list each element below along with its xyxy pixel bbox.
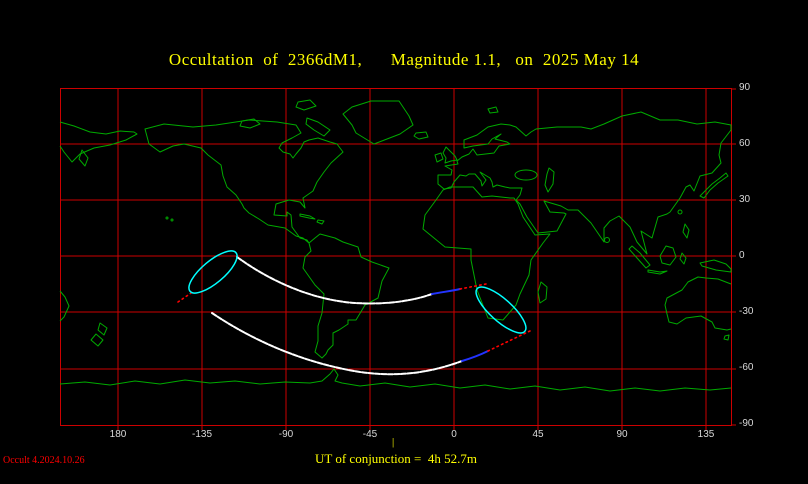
coastline-africa	[422, 186, 551, 321]
meridian-lines	[117, 88, 707, 426]
black-sea	[514, 169, 538, 181]
coastline-baffin-island	[305, 117, 331, 137]
path-south-dotted	[487, 329, 533, 352]
coastline-sumatra	[628, 245, 651, 269]
right-tick-marks	[732, 88, 736, 426]
coastline-ellesmere-island	[295, 99, 317, 111]
coastline-japan	[699, 172, 729, 199]
coastline-hawaii-1	[165, 216, 169, 220]
coastline-antarctica	[59, 368, 732, 392]
coastline-sri-lanka	[604, 237, 610, 243]
coastline-cuba	[299, 213, 316, 220]
coastline-new-guinea	[699, 259, 732, 273]
coastline-victoria-island	[239, 118, 261, 129]
path-south-twilight	[461, 350, 489, 362]
page-title: Occultation of 2366dM1, Magnitude 1.1, o…	[168, 50, 640, 69]
lat-label--60: -60	[739, 362, 754, 373]
conjunction-time-text: UT of conjunction = 4h 52.7m	[315, 451, 477, 466]
coastline-south-america	[302, 233, 390, 359]
coastline-australia-east-sliver	[59, 290, 70, 322]
lat-label-90: 90	[739, 82, 751, 93]
path-north-limit	[236, 256, 433, 305]
coastline-iceland	[413, 131, 429, 140]
lon-label-45: 45	[532, 429, 544, 440]
set-ellipse-east	[475, 286, 527, 334]
coastline-svalbard	[487, 106, 499, 114]
lat-label-60: 60	[739, 138, 751, 149]
bottom-tick-marks	[117, 426, 707, 430]
lat-label--90: -90	[739, 418, 754, 429]
lon-label-90: 90	[616, 429, 628, 440]
coastline-new-zealand-south	[90, 333, 104, 347]
coastline-ireland	[434, 152, 444, 163]
coastline-madagascar	[537, 281, 548, 304]
coastline-new-zealand-north	[97, 322, 108, 336]
coastline-hawaii-2	[170, 218, 174, 222]
coastline-kamchatka	[78, 149, 89, 167]
map-border	[60, 88, 732, 426]
path-segments-blue	[431, 288, 489, 362]
lon-label--45: -45	[362, 429, 378, 440]
coastline-north-america	[144, 119, 344, 244]
lon-label-135: 135	[697, 429, 715, 440]
lat-label-0: 0	[739, 250, 745, 261]
path-south-limit	[211, 312, 463, 376]
grid-lines	[60, 88, 736, 430]
path-north-twilight	[431, 288, 461, 295]
coastline-taiwan	[677, 209, 683, 215]
coastlines-layer	[59, 99, 732, 392]
coastline-tasmania	[723, 334, 730, 341]
coastline-greenland	[342, 100, 414, 145]
lat-label--30: -30	[739, 306, 754, 317]
conjunction-tick-mark: |	[392, 436, 395, 448]
coastline-hispaniola	[316, 219, 325, 225]
world-map[interactable]	[59, 88, 736, 430]
coastline-borneo	[659, 245, 677, 266]
lat-label-30: 30	[739, 194, 751, 205]
caspian-sea	[544, 167, 555, 193]
software-version-text: Occult 4.2024.10.26	[3, 455, 85, 466]
lon-label-180: 180	[109, 429, 127, 440]
rise-set-ellipses	[188, 250, 527, 334]
rise-ellipse-west	[188, 250, 238, 294]
coastline-australia-west	[664, 276, 732, 331]
coastline-philippines	[682, 223, 690, 239]
coastline-sulawesi	[679, 252, 687, 265]
lon-label-0: 0	[451, 429, 457, 440]
coastline-britain	[442, 146, 458, 164]
coastline-eurasia	[437, 111, 732, 255]
path-segments-white	[211, 256, 463, 376]
coastline-ne-siberia	[59, 121, 138, 163]
coastline-java	[647, 269, 668, 275]
occultation-path-layer	[177, 250, 533, 376]
lon-label--135: -135	[191, 429, 213, 440]
parallel-lines	[60, 143, 732, 370]
path-north-dotted	[459, 283, 487, 290]
lon-label--90: -90	[278, 429, 294, 440]
